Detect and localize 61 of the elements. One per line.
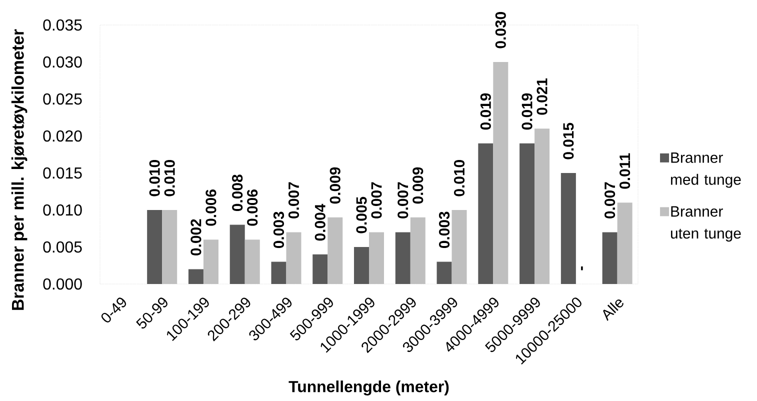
x-tick-label: Alle [603, 299, 624, 321]
data-label: 0.019 [522, 93, 532, 130]
y-axis-title: Branner per mill. kjøretøykilometer [11, 29, 28, 310]
data-label: 0.004 [314, 204, 326, 241]
bar [436, 262, 452, 284]
data-label: 0.006 [247, 190, 258, 226]
legend-label: Branner uten tunge [670, 206, 741, 242]
legend-label: Branner med tunge [671, 152, 741, 188]
y-tick-label: 0.030 [43, 56, 82, 68]
data-label: 0.030 [495, 12, 506, 48]
data-label: 0.007 [288, 182, 300, 218]
y-tick-label: 0.035 [43, 19, 82, 31]
x-tick-label: 0-49 [101, 298, 126, 322]
bar [203, 240, 218, 284]
data-label: 0.011 [620, 153, 630, 189]
data-label: 0.019 [480, 93, 491, 130]
data-label: 0.010 [164, 160, 175, 196]
bar [147, 210, 162, 284]
data-label: 0.010 [149, 160, 160, 196]
bar [286, 232, 302, 284]
text: - [581, 266, 583, 270]
bar [478, 143, 494, 284]
data-label: 0.007 [371, 182, 382, 218]
bar [312, 254, 328, 284]
bar [617, 202, 632, 284]
bar [452, 210, 467, 284]
y-tick-label: 0.005 [43, 241, 82, 253]
data-label: 0.008 [232, 174, 243, 212]
data-label: 0.002 [190, 219, 202, 256]
y-tick-label: 0.020 [43, 130, 82, 142]
bar [369, 232, 384, 284]
data-label: 0.003 [273, 212, 284, 248]
data-label: 0.005 [356, 196, 367, 234]
bar [410, 217, 426, 284]
bar [354, 247, 370, 284]
y-tick-label: 0.015 [43, 167, 82, 179]
data-label: 0.021 [536, 78, 548, 115]
y-tick-label: 0.025 [43, 93, 82, 105]
data-label: 0.007 [604, 182, 616, 218]
x-axis-title: Tunnellengde (meter) [288, 380, 449, 396]
bar [560, 173, 576, 284]
bar [493, 62, 508, 284]
bar [244, 240, 260, 284]
data-label: 0.003 [438, 212, 450, 248]
data-label: 0.015 [563, 122, 574, 160]
bar [328, 217, 343, 284]
data-label: 0.009 [330, 167, 340, 204]
bar [230, 224, 245, 284]
bar [271, 262, 286, 284]
y-tick-label: 0.010 [43, 204, 82, 216]
bar [395, 232, 410, 284]
bar [602, 232, 618, 284]
bar [534, 128, 550, 284]
data-label: 0.007 [398, 182, 408, 218]
bar [188, 269, 204, 284]
y-tick-label: 0.000 [43, 278, 82, 290]
bar [162, 210, 178, 284]
bar [520, 143, 535, 284]
data-label: 0.009 [412, 167, 424, 204]
data-label: 0.010 [454, 160, 465, 196]
data-label: 0.006 [206, 190, 216, 226]
